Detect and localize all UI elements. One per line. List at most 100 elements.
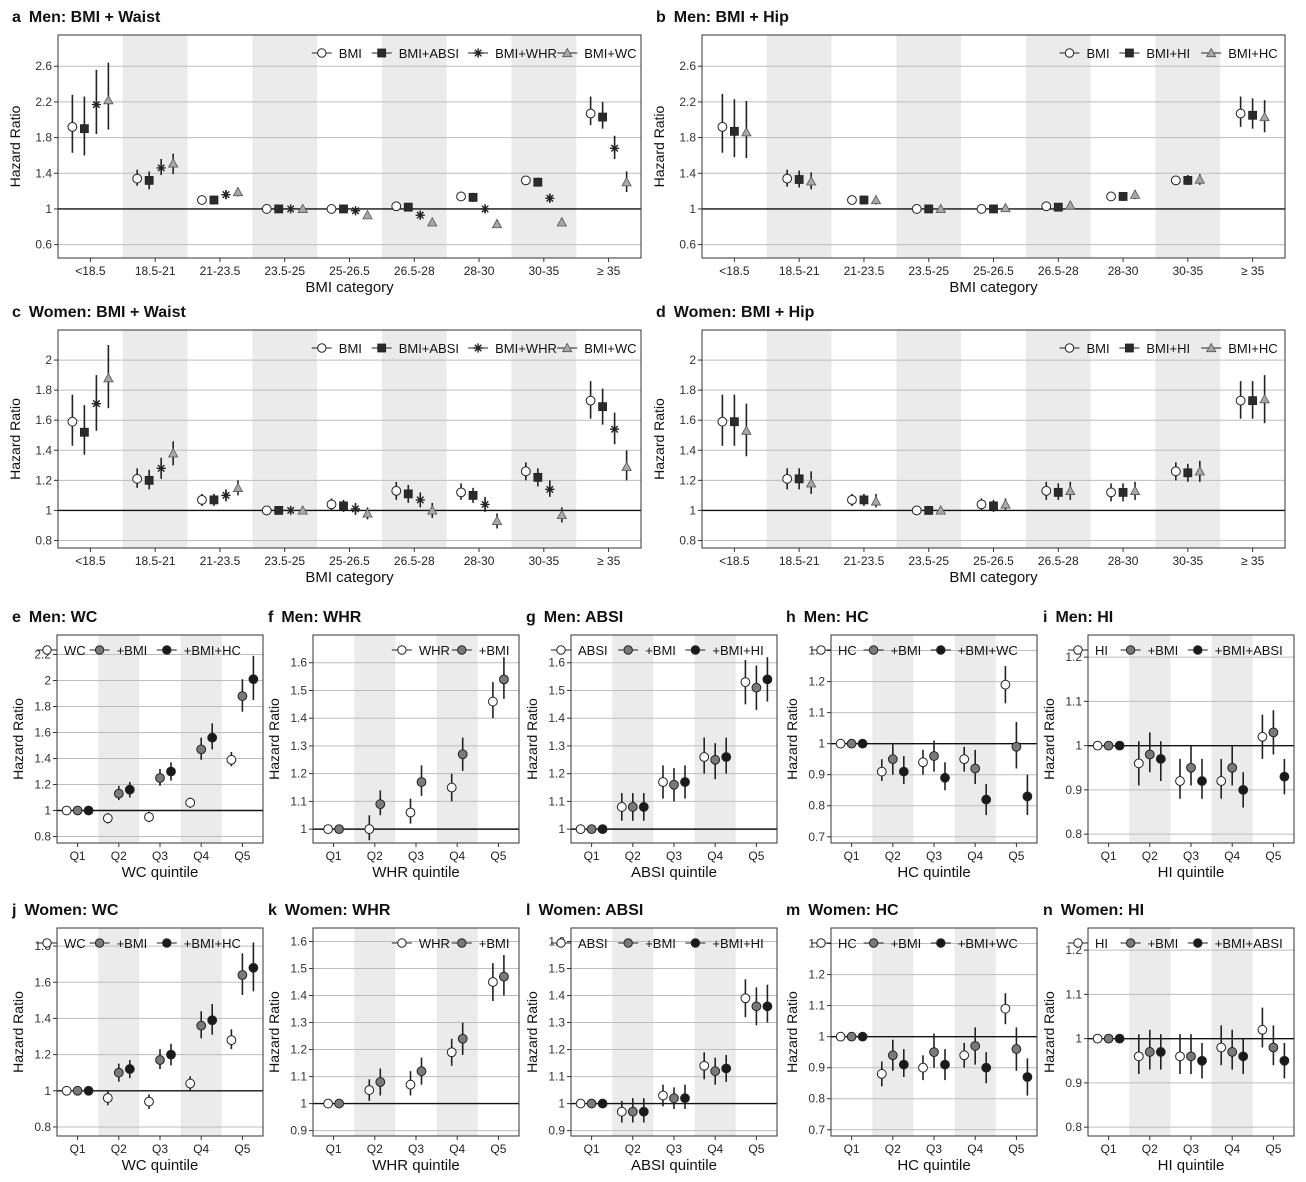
data-point-star <box>545 484 555 494</box>
data-point-square <box>79 427 89 437</box>
legend-label: HI <box>1095 643 1108 658</box>
data-point-circle <box>61 1085 72 1096</box>
y-axis-label: Hazard Ratio <box>10 698 26 780</box>
y-tick-label: 1.1 <box>1065 694 1082 708</box>
y-tick-label: 1.2 <box>808 675 825 689</box>
data-point-triangle <box>870 495 882 506</box>
data-point-circle <box>586 1098 597 1109</box>
data-point-circle <box>751 1001 762 1012</box>
data-point-circle <box>740 677 751 688</box>
data-point-circle <box>72 1085 83 1096</box>
x-tick-label: 21-23.5 <box>844 554 885 568</box>
legend-label: +BMI+ABSI <box>1215 936 1283 951</box>
x-tick-label: 25-26.5 <box>973 554 1014 568</box>
panel-title-text: Women: BMI + Waist <box>29 304 187 321</box>
data-point-circle <box>102 1093 113 1103</box>
data-point-circle <box>248 674 259 685</box>
data-point-circle <box>456 191 466 202</box>
data-point-circle <box>1133 1051 1144 1062</box>
x-tick-label: Q4 <box>707 849 723 863</box>
data-point-circle <box>456 487 466 498</box>
x-tick-label: 23.5-25 <box>264 264 305 278</box>
y-tick-label: 0.6 <box>679 238 696 252</box>
y-tick-label: 0.8 <box>35 533 52 547</box>
legend-label: BMI+ABSI <box>399 46 459 61</box>
data-point-circle <box>334 824 345 835</box>
x-tick-label: Q4 <box>707 1142 723 1156</box>
data-point-triangle <box>232 482 244 492</box>
panel-k: 0.9 1 1.1 1.2 1.3 1.4 1.5 1.6 Q1 Q2 Q3 Q4 Q5 WHR quin… <box>266 902 520 1174</box>
data-point-circle <box>1235 108 1246 119</box>
x-tick-label: 26.5-28 <box>1038 264 1079 278</box>
x-tick-label: ≥ 35 <box>597 554 621 568</box>
legend-marker <box>457 938 467 948</box>
legend-label: WHR <box>419 936 450 951</box>
x-tick-label: 30-35 <box>528 554 559 568</box>
data-point-circle <box>597 1098 608 1109</box>
data-point-circle <box>113 1067 124 1078</box>
data-point-triangle <box>1000 498 1011 509</box>
x-tick-label: 18.5-21 <box>135 554 176 568</box>
data-point-circle <box>248 962 259 973</box>
y-tick-label: 1 <box>44 1084 51 1098</box>
data-point-circle <box>67 416 78 427</box>
legend: WC +BMI +BMI+HC <box>37 936 241 951</box>
legend: HI +BMI +BMI+ABSI <box>1068 643 1283 658</box>
panel-title: i Men: HI <box>1043 609 1113 626</box>
data-point-circle <box>72 805 83 816</box>
data-point-circle <box>1235 395 1246 406</box>
shade-band <box>872 635 914 843</box>
data-point-circle <box>185 797 196 808</box>
legend-marker <box>473 48 483 58</box>
data-point-circle <box>499 971 509 982</box>
data-point-circle <box>1197 776 1207 786</box>
data-point-circle <box>457 749 468 760</box>
legend: WHR +BMI <box>391 643 510 658</box>
panel-title-text: Men: WC <box>29 609 98 626</box>
shade-band <box>381 35 447 258</box>
legend-marker <box>690 938 701 948</box>
data-point-square <box>468 490 478 500</box>
y-tick-label: 2.6 <box>679 59 696 73</box>
data-point-circle <box>155 1055 165 1065</box>
data-point-circle <box>847 195 857 205</box>
legend-marker <box>561 47 573 58</box>
x-axis-label: WC quintile <box>122 864 199 881</box>
y-tick-label: 1.4 <box>548 989 565 1003</box>
legend-marker <box>1064 48 1075 58</box>
legend-marker <box>42 938 52 948</box>
data-point-circle <box>155 773 165 783</box>
data-point-circle <box>669 1093 679 1104</box>
legend-marker <box>1193 938 1203 948</box>
x-tick-label: 28-30 <box>1108 554 1139 568</box>
data-point-square <box>1183 468 1193 478</box>
y-tick-label: 1.2 <box>548 1043 565 1057</box>
legend-label: BMI <box>1087 341 1110 356</box>
x-tick-label: Q1 <box>1101 849 1117 863</box>
y-tick-label: 1.2 <box>290 1043 307 1057</box>
data-point-square <box>144 475 154 485</box>
data-point-star <box>156 463 166 473</box>
data-point-circle <box>207 1015 218 1026</box>
data-point-triangle <box>103 94 114 105</box>
data-point-circle <box>1170 466 1181 477</box>
data-point-circle <box>918 757 928 768</box>
x-axis-label: ABSI quintile <box>631 1157 717 1174</box>
x-tick-label: Q3 <box>926 1142 942 1156</box>
x-tick-label: Q1 <box>844 1142 860 1156</box>
panel-title-text: Men: ABSI <box>544 609 623 626</box>
y-tick-label: 1.5 <box>548 683 565 697</box>
shade-band <box>766 35 832 258</box>
x-tick-label: Q3 <box>408 849 424 863</box>
shade-band <box>436 635 478 843</box>
plot-frame <box>312 927 520 1137</box>
legend: ABSI +BMI +BMI+HI <box>551 936 764 951</box>
legend-label: ABSI <box>578 643 608 658</box>
legend-marker <box>42 645 52 655</box>
panel-letter: h <box>786 609 796 626</box>
data-point-circle <box>699 752 710 762</box>
data-point-triangle <box>805 175 817 186</box>
x-tick-label: 21-23.5 <box>844 264 885 278</box>
x-tick-label: Q1 <box>584 849 600 863</box>
